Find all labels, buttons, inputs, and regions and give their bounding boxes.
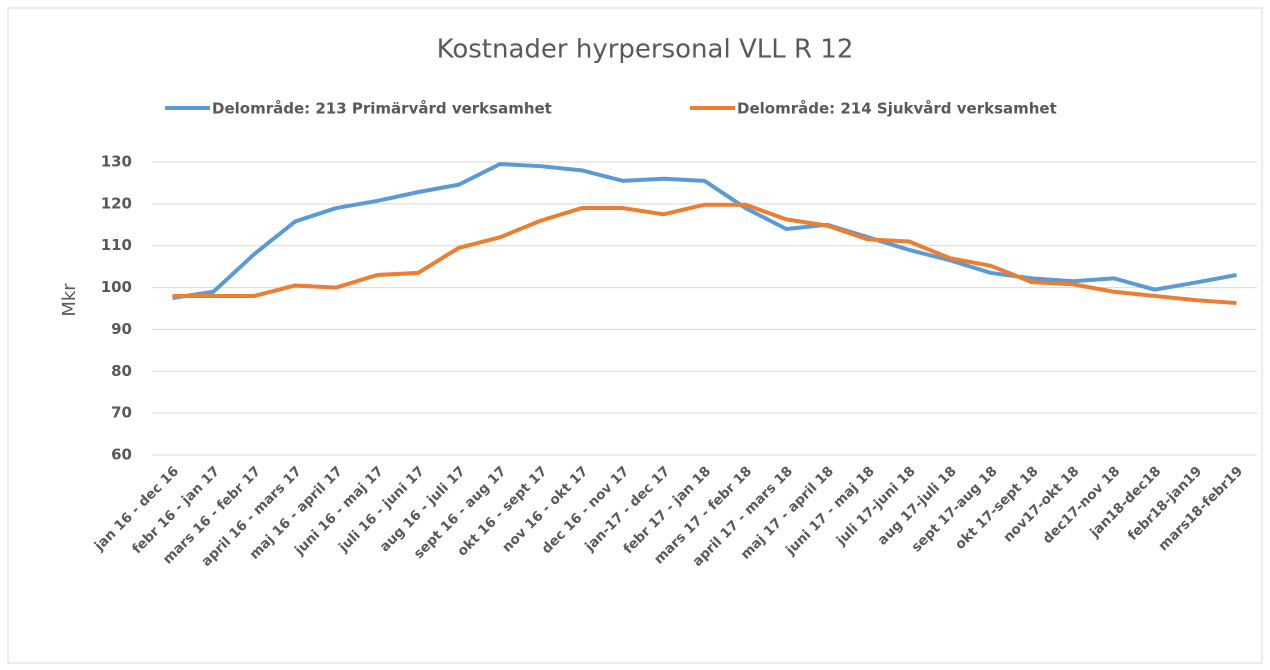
y-tick-label: 70 bbox=[111, 404, 132, 422]
y-tick-label: 60 bbox=[111, 446, 132, 464]
chart-border bbox=[7, 7, 1263, 664]
y-tick-label: 130 bbox=[101, 153, 132, 171]
line-series bbox=[172, 162, 1237, 301]
y-tick-label: 110 bbox=[101, 236, 132, 254]
y-tick-label: 120 bbox=[101, 194, 132, 212]
legend-label: Delområde: 214 Sjukvård verksamhet bbox=[737, 100, 1057, 118]
chart-title: Kostnader hyrpersonal VLL R 12 bbox=[437, 35, 854, 65]
y-tick-label: 100 bbox=[101, 278, 132, 296]
legend-label: Delområde: 213 Primärvård verksamhet bbox=[212, 100, 552, 118]
y-tick-label: 80 bbox=[111, 362, 132, 380]
line-series bbox=[172, 202, 1237, 306]
y-axis-label: Mkr bbox=[59, 283, 80, 317]
y-tick-label: 90 bbox=[111, 320, 132, 338]
